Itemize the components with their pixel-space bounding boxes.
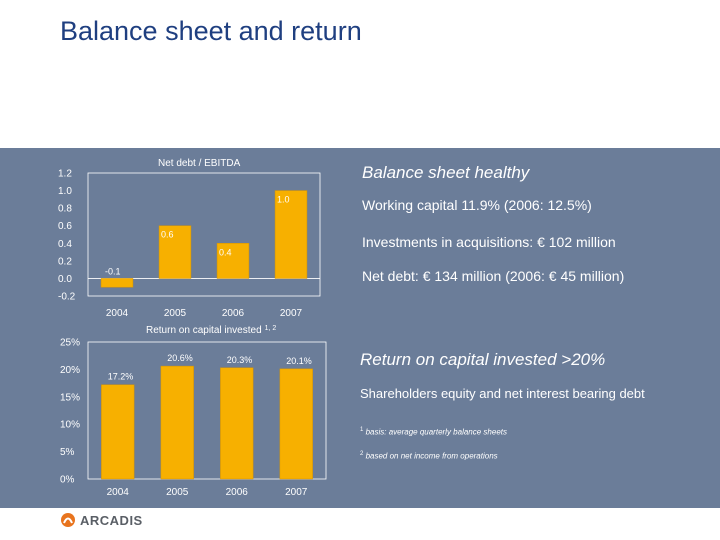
x-tick-label: 2004 [106,308,129,319]
y-tick-label: 1.0 [58,186,72,197]
x-tick-label: 2006 [222,308,245,319]
footnote-2-text: based on net income from operations [365,451,498,461]
y-tick-label: 10% [60,420,80,431]
y-tick-label: 25% [60,338,80,349]
y-tick-label: 0.8 [58,204,72,215]
y-tick-label: 0.0 [58,274,72,285]
footnote-2: 2 based on net income from operations [360,451,718,461]
company-logo: ARCADIS [60,512,143,528]
x-tick-label: 2007 [280,308,303,319]
data-label-2004: 17.2% [108,372,134,382]
y-tick-label: 5% [60,447,75,458]
bar-2006 [216,243,250,279]
data-label-2005: 20.6% [167,353,193,363]
x-tick-label: 2005 [164,308,187,319]
chart-title: Net debt / EBITDA [158,158,241,169]
net-debt-text: Net debt: € 134 million (2006: € 45 mill… [362,268,625,284]
y-tick-label: 0.2 [58,256,72,267]
data-label-2005: 0.6 [161,230,174,240]
y-tick-label: 0% [60,475,75,486]
y-tick-label: 0.6 [58,221,72,232]
x-tick-label: 2007 [285,487,308,498]
return-on-capital-chart: 25% 20% 15% 10% 5% 0% 17.2% 2004 20.6% 2005 20.3% 2… [60,325,327,498]
y-tick-label: 20% [60,365,80,376]
y-tick-label: -0.2 [58,292,76,303]
plot-area [87,341,327,480]
investments-text: Investments in acquisitions: € 102 milli… [362,234,616,250]
data-label-2006: 0.4 [219,247,232,257]
bar-2007 [279,368,313,480]
bar-2007 [274,190,308,279]
data-label-2007: 20.1% [286,356,312,366]
chart-title-superscript: 1, 2 [265,325,277,332]
chart-title: Return on capital invested 1, 2 [146,325,276,336]
slide-title: Balance sheet and return [60,16,362,46]
logo-text: ARCADIS [80,512,143,528]
y-tick-label: 1.2 [58,169,72,180]
data-label-2006: 20.3% [227,355,253,365]
return-heading: Return on capital invested >20% [360,350,606,369]
bar-2004 [101,384,135,480]
net-debt-ebitda-chart: 1.2 1.0 0.8 0.6 0.4 0.2 0.0 -0.2 -0.1 2004 0.6 2005… [58,158,321,319]
bar-2004 [100,278,134,288]
shareholders-equity-text: Shareholders equity and net interest bea… [360,386,645,401]
x-tick-label: 2005 [166,487,189,498]
footnote-2-mark: 2 [360,450,364,457]
data-label-2004: -0.1 [105,266,121,276]
working-capital-text: Working capital 11.9% (2006: 12.5%) [362,197,592,213]
footnote-1-text: basis: average quarterly balance sheets [365,427,507,437]
plot-area [87,172,321,297]
balance-sheet-section: Balance sheet healthy Working capital 11… [362,163,717,284]
data-label-2007: 1.0 [277,195,290,205]
footnote-1-mark: 1 [360,427,364,433]
x-tick-label: 2006 [226,487,249,498]
bar-2005 [158,225,192,279]
y-tick-label: 15% [60,392,80,403]
x-tick-label: 2004 [107,487,130,498]
y-tick-label: 0.4 [58,239,72,250]
balance-sheet-heading: Balance sheet healthy [362,163,530,182]
footnote-1: 1 basis: average quarterly balance sheet… [360,427,718,437]
bar-2006 [220,367,254,480]
bar-2005 [160,365,194,480]
logo-mark-icon [61,513,75,527]
return-section: Return on capital invested >20% Sharehol… [360,350,718,460]
